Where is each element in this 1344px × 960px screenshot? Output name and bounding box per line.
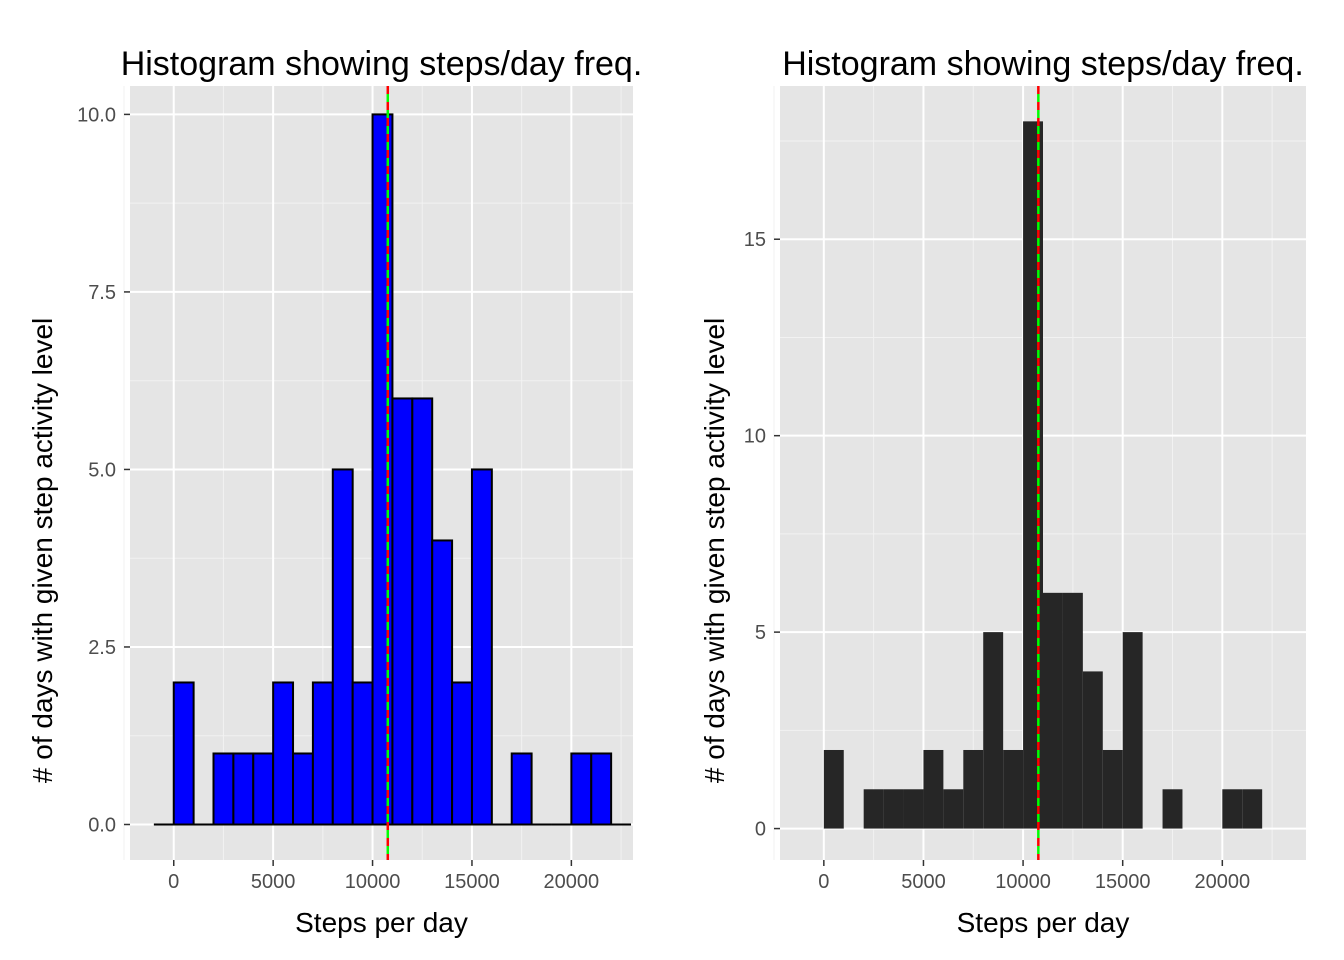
histogram-bar — [431, 539, 454, 826]
left-histogram-chart: 0 5000 10000 15000 20000 0.0 2.5 5.0 7.5 10.0 Hi… — [27, 45, 642, 938]
histogram-bar — [570, 752, 593, 826]
histogram-bar — [943, 789, 964, 829]
histogram-bar — [212, 752, 235, 826]
histogram-bar — [1222, 789, 1243, 829]
histogram-bar — [1122, 632, 1143, 829]
y-tick-label: 10.0 — [77, 104, 116, 126]
histogram-bar — [232, 752, 255, 826]
right-panel-y-ticks: 0 5 10 15 — [744, 229, 780, 841]
histogram-bar — [510, 752, 533, 826]
histogram-bar — [1242, 789, 1263, 829]
histogram-bar — [311, 681, 334, 826]
histogram-bar — [172, 681, 195, 826]
histogram-bar — [371, 113, 394, 826]
histogram-bar — [1102, 749, 1123, 829]
left-panel-x-ticks: 0 5000 10000 15000 20000 — [168, 860, 599, 893]
y-tick-label: 0.0 — [88, 814, 116, 836]
y-tick-label: 5.0 — [88, 459, 116, 481]
histogram-bar — [1062, 592, 1083, 829]
histogram-bar — [923, 749, 944, 829]
right-x-axis-title: Steps per day — [957, 907, 1130, 938]
left-chart-title: Histogram showing steps/day freq. — [121, 45, 643, 83]
histogram-bar — [1003, 749, 1024, 829]
right-chart-title: Histogram showing steps/day freq. — [782, 45, 1304, 83]
y-tick-label: 2.5 — [88, 637, 116, 659]
histogram-bar — [272, 681, 295, 826]
right-histogram-chart: 0 5000 10000 15000 20000 0 5 10 15 Histogram sh… — [699, 45, 1306, 938]
histogram-bar — [863, 789, 884, 829]
histogram-bar — [470, 468, 493, 826]
histogram-bar — [391, 397, 414, 826]
x-tick-label: 10000 — [345, 871, 401, 893]
histogram-bar — [292, 752, 314, 826]
histogram-bar — [983, 632, 1004, 829]
x-tick-label: 5000 — [901, 871, 946, 893]
right-panel-x-ticks: 0 5000 10000 15000 20000 — [818, 860, 1250, 893]
histogram-bar — [883, 789, 904, 829]
y-tick-label: 15 — [744, 229, 766, 251]
y-tick-label: 7.5 — [88, 282, 116, 304]
x-tick-label: 10000 — [995, 871, 1051, 893]
histogram-bar — [1162, 789, 1183, 829]
y-tick-label: 10 — [744, 426, 766, 448]
left-panel-y-ticks: 0.0 2.5 5.0 7.5 10.0 — [77, 104, 130, 836]
x-tick-label: 15000 — [444, 871, 500, 893]
histogram-bar — [411, 397, 434, 826]
x-tick-label: 15000 — [1095, 871, 1151, 893]
histogram-bar — [351, 681, 374, 826]
histogram-bar — [451, 681, 473, 826]
histogram-bar — [590, 752, 613, 826]
histogram-bar — [1023, 121, 1043, 829]
x-tick-label: 20000 — [1195, 871, 1251, 893]
histogram-bar — [963, 749, 984, 829]
histogram-bar — [823, 749, 844, 829]
x-tick-label: 0 — [818, 871, 829, 893]
y-tick-label: 0 — [755, 819, 766, 841]
histogram-bar — [1082, 671, 1103, 829]
x-tick-label: 20000 — [544, 871, 600, 893]
right-y-axis-title: # of days with given step activity level — [699, 318, 730, 783]
x-tick-label: 0 — [168, 871, 179, 893]
histogram-bar — [331, 468, 354, 826]
x-tick-label: 5000 — [251, 871, 296, 893]
left-y-axis-title: # of days with given step activity level — [27, 318, 58, 783]
left-x-axis-title: Steps per day — [295, 907, 468, 938]
histogram-bar — [252, 752, 275, 826]
y-tick-label: 5 — [755, 622, 766, 644]
histogram-bar — [903, 789, 924, 829]
histogram-bar — [1043, 592, 1063, 829]
